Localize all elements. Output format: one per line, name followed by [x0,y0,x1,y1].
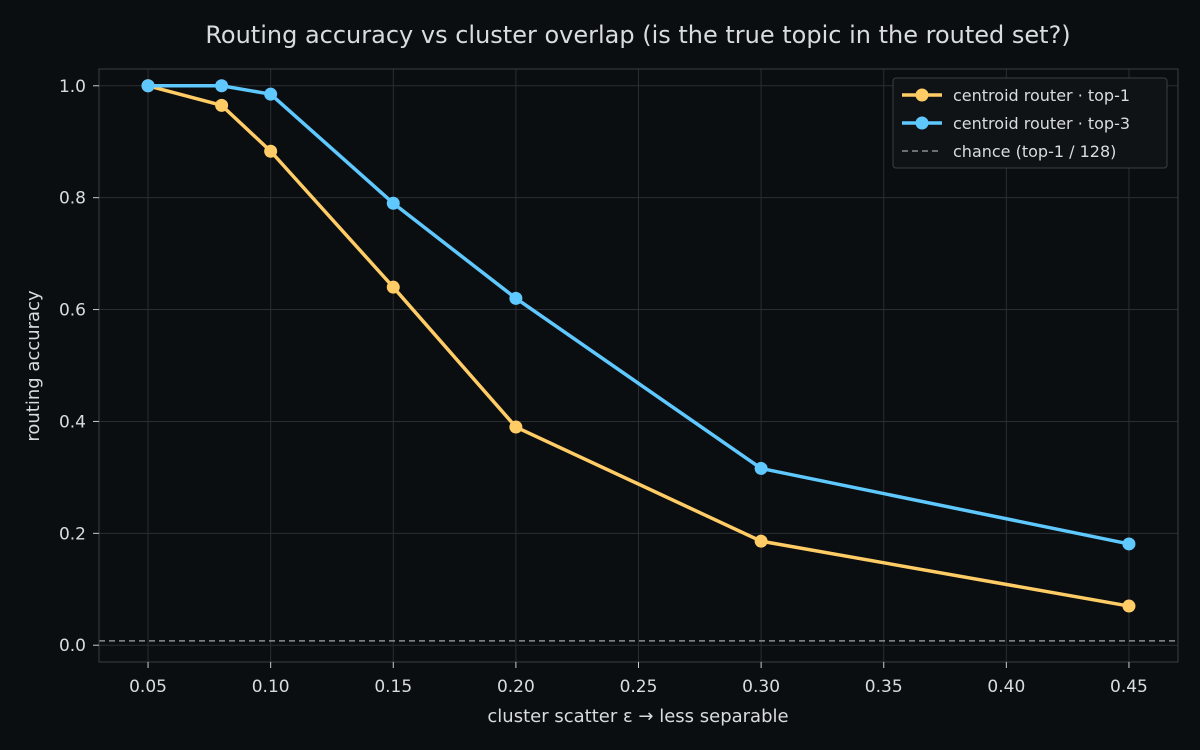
y-tick-label: 0.2 [59,524,86,544]
y-tick-label: 0.4 [59,412,86,432]
legend-label: centroid router · top-1 [953,86,1130,105]
data-point [1122,599,1136,613]
y-tick-label: 0.6 [59,301,86,321]
series-1 [141,79,1136,613]
x-axis-label: cluster scatter ε → less separable [487,706,788,727]
data-point [509,420,523,434]
legend-label: chance (top-1 / 128) [953,142,1116,161]
series-2 [141,79,1136,551]
x-tick-label: 0.10 [252,677,290,697]
y-tick-label: 0.0 [59,636,86,656]
x-tick-label: 0.45 [1110,677,1148,697]
data-point [215,98,229,112]
data-point [754,461,768,475]
x-tick-label: 0.15 [374,677,412,697]
x-tick-label: 0.25 [620,677,658,697]
x-tick-label: 0.35 [865,677,903,697]
legend-box [892,77,1168,169]
legend: centroid router · top-1 centroid router ·… [892,77,1168,169]
data-point [386,196,400,210]
chart-title: Routing accuracy vs cluster overlap (is … [205,21,1070,49]
legend-item: chance (top-1 / 128) [902,142,1116,161]
data-point [215,79,229,93]
legend-item: centroid router · top-3 [902,114,1130,133]
legend-marker [915,88,929,102]
legend-label: centroid router · top-3 [953,114,1130,133]
data-point [1122,537,1136,551]
ticks-layer: 0.05 0.10 0.15 0.20 0.25 0.30 0.35 0.40 0.45 0.0 0… [59,77,1148,697]
x-tick-label: 0.05 [129,677,167,697]
legend-marker [915,116,929,130]
data-point [141,79,155,93]
x-tick-label: 0.20 [497,677,535,697]
data-point [386,280,400,294]
data-point [264,87,278,101]
legend-item: centroid router · top-1 [902,86,1130,105]
y-tick-label: 0.8 [59,189,86,209]
data-point [264,144,278,158]
data-point [754,534,768,548]
data-point [509,291,523,305]
y-tick-label: 1.0 [59,77,86,97]
series-layer [141,79,1136,613]
y-axis-label: routing accuracy [23,290,44,442]
x-tick-label: 0.40 [987,677,1025,697]
x-tick-label: 0.30 [742,677,780,697]
